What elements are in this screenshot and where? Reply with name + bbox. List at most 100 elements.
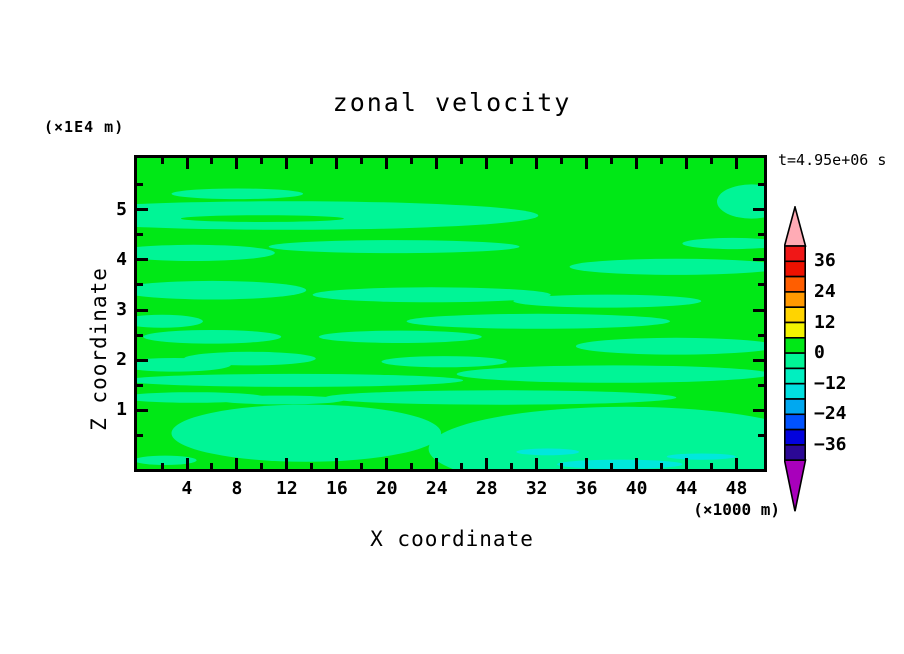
contour-streak <box>269 240 520 253</box>
colorbar-label: 36 <box>814 250 836 272</box>
contour-streak <box>319 331 482 343</box>
colorbar-band <box>785 353 805 368</box>
contour-streak <box>219 396 344 405</box>
contour-streak <box>457 365 764 382</box>
y-tick-label: 3 <box>87 299 127 320</box>
contour-streak <box>382 356 507 367</box>
colorbar-band <box>785 246 805 261</box>
colorbar-band <box>785 277 805 292</box>
minor-tick <box>410 463 413 469</box>
colorbar-label: 12 <box>814 312 836 334</box>
minor-tick <box>660 158 663 164</box>
minor-tick <box>310 158 313 164</box>
minor-tick <box>660 463 663 469</box>
time-annotation: t=4.95e+06 s <box>778 151 886 169</box>
y-tick-label: 1 <box>87 399 127 420</box>
y-tick-label: 5 <box>87 199 127 220</box>
major-tick <box>753 208 764 211</box>
minor-tick <box>137 384 143 387</box>
figure: zonal velocity (×1E4 m) t=4.95e+06 s Z c… <box>0 0 904 654</box>
minor-tick <box>710 158 713 164</box>
major-tick <box>485 158 488 169</box>
x-axis-title: X coordinate <box>0 527 904 551</box>
x-tick-label: 12 <box>265 478 309 499</box>
contour-streak <box>143 330 281 344</box>
minor-tick <box>758 384 764 387</box>
minor-tick <box>161 158 164 164</box>
major-tick <box>753 409 764 412</box>
colorbar-band <box>785 445 805 460</box>
major-tick <box>685 158 688 169</box>
minor-tick <box>758 283 764 286</box>
contour-streak <box>667 454 736 460</box>
minor-tick <box>610 463 613 469</box>
plot-area <box>134 155 767 472</box>
colorbar-band <box>785 368 805 383</box>
colorbar-band <box>785 323 805 338</box>
major-tick <box>235 458 238 469</box>
minor-tick <box>260 158 263 164</box>
major-tick <box>635 158 638 169</box>
contour-streak <box>137 374 463 387</box>
minor-tick <box>410 158 413 164</box>
major-tick <box>285 458 288 469</box>
colorbar-band <box>785 292 805 307</box>
y-axis-units-label: (×1E4 m) <box>44 118 124 136</box>
minor-tick <box>710 463 713 469</box>
minor-tick <box>758 183 764 186</box>
major-tick <box>435 458 438 469</box>
contour-streak <box>407 314 670 329</box>
x-tick-label: 16 <box>315 478 359 499</box>
colorbar-label: −36 <box>814 434 847 456</box>
major-tick <box>137 208 148 211</box>
minor-tick <box>137 334 143 337</box>
major-tick <box>385 458 388 469</box>
major-tick <box>585 458 588 469</box>
minor-tick <box>210 463 213 469</box>
minor-tick <box>260 463 263 469</box>
minor-tick <box>610 158 613 164</box>
minor-tick <box>310 463 313 469</box>
major-tick <box>335 458 338 469</box>
major-tick <box>685 458 688 469</box>
major-tick <box>753 309 764 312</box>
major-tick <box>435 158 438 169</box>
contour-streak <box>516 449 579 456</box>
major-tick <box>635 458 638 469</box>
colorbar-band <box>785 261 805 276</box>
major-tick <box>137 409 148 412</box>
major-tick <box>753 359 764 362</box>
colorbar-band <box>785 414 805 429</box>
minor-tick <box>560 158 563 164</box>
colorbar-label: −12 <box>814 373 847 395</box>
major-tick <box>753 258 764 261</box>
chart-title: zonal velocity <box>0 88 904 117</box>
x-axis-units-label: (×1000 m) <box>600 500 780 519</box>
x-tick-label: 48 <box>715 478 759 499</box>
major-tick <box>585 158 588 169</box>
colorbar-band <box>785 399 805 414</box>
minor-tick <box>210 158 213 164</box>
minor-tick <box>137 434 143 437</box>
colorbar: 3624120−12−24−36 <box>780 206 904 518</box>
minor-tick <box>758 334 764 337</box>
colorbar-band <box>785 338 805 353</box>
major-tick <box>186 158 189 169</box>
x-tick-label: 4 <box>165 478 209 499</box>
x-tick-label: 36 <box>565 478 609 499</box>
minor-tick <box>510 463 513 469</box>
minor-tick <box>758 233 764 236</box>
x-tick-label: 44 <box>665 478 709 499</box>
contour-streak <box>172 189 304 200</box>
x-tick-label: 32 <box>515 478 559 499</box>
x-tick-label: 8 <box>215 478 259 499</box>
colorbar-band <box>785 307 805 322</box>
major-tick <box>285 158 288 169</box>
colorbar-under-arrow <box>785 460 806 511</box>
minor-tick <box>460 463 463 469</box>
contour-streak <box>325 390 676 404</box>
major-tick <box>186 458 189 469</box>
contour-field <box>137 158 764 469</box>
major-tick <box>385 158 388 169</box>
minor-tick <box>510 158 513 164</box>
